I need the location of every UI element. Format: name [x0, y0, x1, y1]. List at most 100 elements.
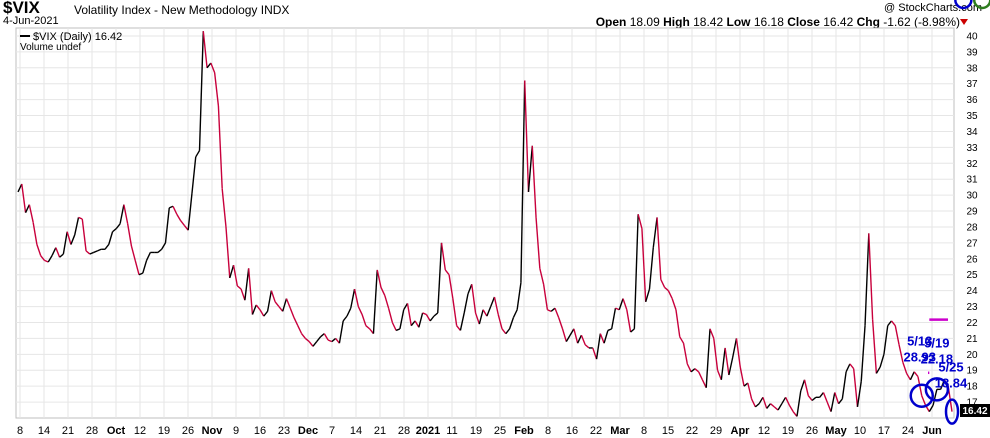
series-segment — [743, 382, 749, 387]
last-value-box: 16.42 — [960, 404, 990, 417]
series-segment — [656, 217, 662, 280]
chg-label: Chg — [856, 15, 880, 29]
series-segment — [724, 347, 730, 376]
series-segment — [800, 379, 806, 392]
series-segment — [906, 373, 912, 381]
x-tick-label: 14 — [350, 425, 362, 437]
x-tick-label: 14 — [38, 425, 50, 437]
series-segment — [66, 231, 72, 245]
series-segment — [55, 247, 61, 258]
x-tick-label: 16 — [566, 425, 578, 437]
series-segment — [232, 265, 239, 287]
series-segment — [316, 336, 322, 343]
x-tick-label: 26 — [806, 425, 818, 437]
horizontal-lines — [928, 318, 948, 375]
legend-series-label: $VIX (Daily) 16.42 — [33, 31, 122, 43]
series-segment — [293, 317, 299, 326]
series-segment — [773, 406, 779, 411]
series-segment — [618, 298, 624, 310]
open-label: Open — [595, 15, 627, 29]
y-tick-label: 21 — [966, 334, 978, 345]
series-segment — [565, 334, 571, 342]
series-segment — [928, 404, 934, 412]
series-segment — [236, 285, 242, 290]
series-segment — [229, 264, 235, 279]
series-segment — [561, 328, 567, 342]
series-segment — [648, 247, 654, 290]
y-tick-label: 26 — [966, 254, 978, 265]
series-segment — [664, 286, 669, 292]
annotation-value: 28.93 — [903, 350, 936, 365]
series-segment — [913, 371, 919, 378]
series-segment — [463, 293, 469, 314]
series-segment — [626, 309, 632, 333]
series-segment — [652, 217, 658, 248]
series-segment — [788, 404, 794, 412]
series-segment — [822, 392, 828, 403]
series-segment — [909, 371, 915, 381]
y-tick-label: 33 — [966, 143, 978, 154]
y-tick-label: 19 — [966, 366, 978, 377]
annotation-circle — [954, 0, 973, 10]
annotation-date: 5/25 — [938, 360, 963, 375]
series-segment — [849, 363, 855, 370]
series-segment — [342, 315, 348, 322]
series-segment — [679, 336, 685, 344]
series-segment — [550, 307, 556, 312]
series-segment — [497, 314, 503, 330]
series-segment — [384, 295, 390, 309]
x-tick-label: 19 — [470, 425, 482, 437]
series-segment — [36, 244, 42, 256]
series-segment — [875, 366, 881, 374]
x-tick-label: 23 — [278, 425, 290, 437]
y-tick-label: 35 — [966, 111, 978, 122]
x-tick-label: 19 — [158, 425, 170, 437]
series-segment — [372, 269, 378, 334]
series-segment — [819, 392, 824, 398]
annotation-date: 5/19 — [924, 335, 949, 350]
x-tick-label: 8 — [17, 425, 23, 437]
series-segment — [278, 306, 284, 312]
series-segment — [191, 156, 197, 194]
series-segment — [142, 260, 148, 274]
x-tick-label: 8 — [545, 425, 551, 437]
series-segment — [172, 205, 178, 215]
x-tick-label: 25 — [494, 425, 506, 437]
x-tick-label: Nov — [202, 425, 224, 437]
series-segment — [263, 310, 269, 317]
series-segment — [176, 213, 182, 221]
series-segment — [346, 307, 352, 317]
series-segment — [221, 188, 227, 228]
low-value: 16.18 — [753, 15, 784, 29]
series-segment — [902, 362, 908, 374]
series-segment — [361, 314, 367, 326]
series-segment — [592, 347, 598, 360]
series-segment — [24, 204, 30, 213]
series-segment — [577, 334, 583, 344]
y-tick-label: 23 — [966, 302, 978, 313]
series-segment — [607, 328, 612, 332]
series-segment — [213, 72, 220, 107]
series-segment — [198, 31, 204, 151]
y-axis: 17 18 19 20 21 22 23 24 25 26 27 28 29 30 31 32 33 34 35 36… — [966, 31, 978, 408]
series-segment — [145, 252, 151, 261]
series-segment — [47, 255, 53, 263]
x-tick-label: 28 — [86, 425, 98, 437]
series-segment — [478, 309, 484, 325]
series-segment — [474, 312, 480, 325]
series-segment — [671, 298, 677, 310]
series-segment — [584, 344, 590, 349]
annotation-markers — [909, 0, 990, 425]
open-value: 18.09 — [629, 15, 660, 29]
series-segment — [331, 337, 337, 343]
series-segment — [32, 222, 38, 245]
series-segment — [535, 217, 541, 269]
series-segment — [104, 244, 110, 250]
x-tick-label: 15 — [662, 425, 674, 437]
y-tick-label: 18 — [966, 382, 978, 393]
series-segment — [338, 320, 344, 344]
series-segment — [195, 150, 201, 158]
series-segment — [323, 333, 329, 341]
annotation-value: 18.84 — [935, 376, 968, 391]
